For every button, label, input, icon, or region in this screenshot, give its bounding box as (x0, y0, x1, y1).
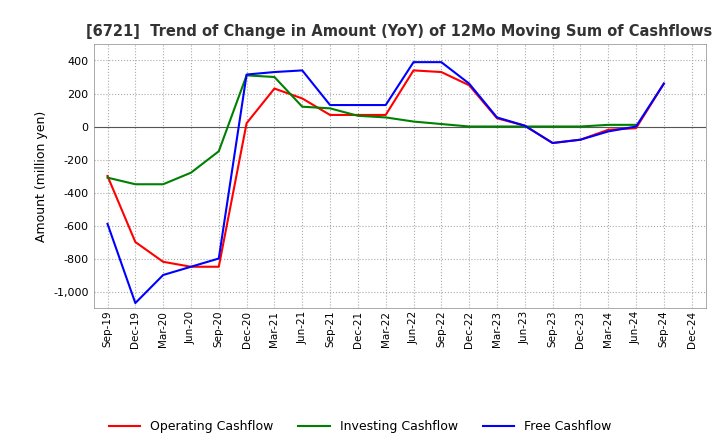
Operating Cashflow (660, 81, 668, 86)
Operating Cashflow (382, 112, 390, 117)
Title: [6721]  Trend of Change in Amount (YoY) of 12Mo Moving Sum of Cashflows: [6721] Trend of Change in Amount (YoY) o… (86, 24, 713, 39)
Operating Cashflow (409, 68, 418, 73)
Free Cashflow (549, 140, 557, 146)
Free Cashflow (103, 221, 112, 227)
Free Cashflow (465, 81, 474, 86)
Free Cashflow (576, 137, 585, 143)
Free Cashflow (159, 272, 168, 278)
Operating Cashflow (437, 70, 446, 75)
Operating Cashflow (631, 125, 640, 131)
Operating Cashflow (604, 127, 613, 132)
Operating Cashflow (576, 137, 585, 143)
Free Cashflow (270, 70, 279, 75)
Free Cashflow (492, 115, 501, 120)
Operating Cashflow (521, 123, 529, 128)
Investing Cashflow (437, 121, 446, 127)
Free Cashflow (604, 129, 613, 134)
Free Cashflow (409, 59, 418, 65)
Line: Investing Cashflow: Investing Cashflow (107, 75, 636, 184)
Free Cashflow (631, 124, 640, 129)
Investing Cashflow (270, 74, 279, 80)
Investing Cashflow (242, 73, 251, 78)
Investing Cashflow (631, 122, 640, 128)
Free Cashflow (354, 103, 362, 108)
Operating Cashflow (159, 259, 168, 264)
Free Cashflow (186, 264, 195, 269)
Investing Cashflow (186, 170, 195, 175)
Investing Cashflow (604, 122, 613, 128)
Investing Cashflow (576, 124, 585, 129)
Operating Cashflow (354, 112, 362, 117)
Line: Operating Cashflow: Operating Cashflow (107, 70, 664, 267)
Legend: Operating Cashflow, Investing Cashflow, Free Cashflow: Operating Cashflow, Investing Cashflow, … (104, 415, 616, 438)
Investing Cashflow (354, 113, 362, 118)
Investing Cashflow (103, 175, 112, 180)
Operating Cashflow (549, 140, 557, 146)
Investing Cashflow (549, 124, 557, 129)
Operating Cashflow (270, 86, 279, 91)
Operating Cashflow (298, 96, 307, 101)
Free Cashflow (521, 123, 529, 128)
Operating Cashflow (215, 264, 223, 269)
Operating Cashflow (103, 173, 112, 179)
Operating Cashflow (242, 121, 251, 126)
Investing Cashflow (325, 106, 334, 111)
Free Cashflow (325, 103, 334, 108)
Line: Free Cashflow: Free Cashflow (107, 62, 664, 303)
Investing Cashflow (409, 119, 418, 124)
Investing Cashflow (492, 124, 501, 129)
Free Cashflow (242, 72, 251, 77)
Operating Cashflow (492, 116, 501, 121)
Free Cashflow (382, 103, 390, 108)
Investing Cashflow (521, 124, 529, 129)
Operating Cashflow (186, 264, 195, 269)
Y-axis label: Amount (million yen): Amount (million yen) (35, 110, 48, 242)
Free Cashflow (131, 301, 140, 306)
Operating Cashflow (325, 112, 334, 117)
Investing Cashflow (131, 182, 140, 187)
Investing Cashflow (159, 182, 168, 187)
Free Cashflow (660, 81, 668, 86)
Investing Cashflow (382, 115, 390, 120)
Free Cashflow (215, 256, 223, 261)
Investing Cashflow (215, 149, 223, 154)
Operating Cashflow (131, 239, 140, 245)
Free Cashflow (437, 59, 446, 65)
Free Cashflow (298, 68, 307, 73)
Investing Cashflow (298, 104, 307, 110)
Operating Cashflow (465, 83, 474, 88)
Investing Cashflow (465, 124, 474, 129)
